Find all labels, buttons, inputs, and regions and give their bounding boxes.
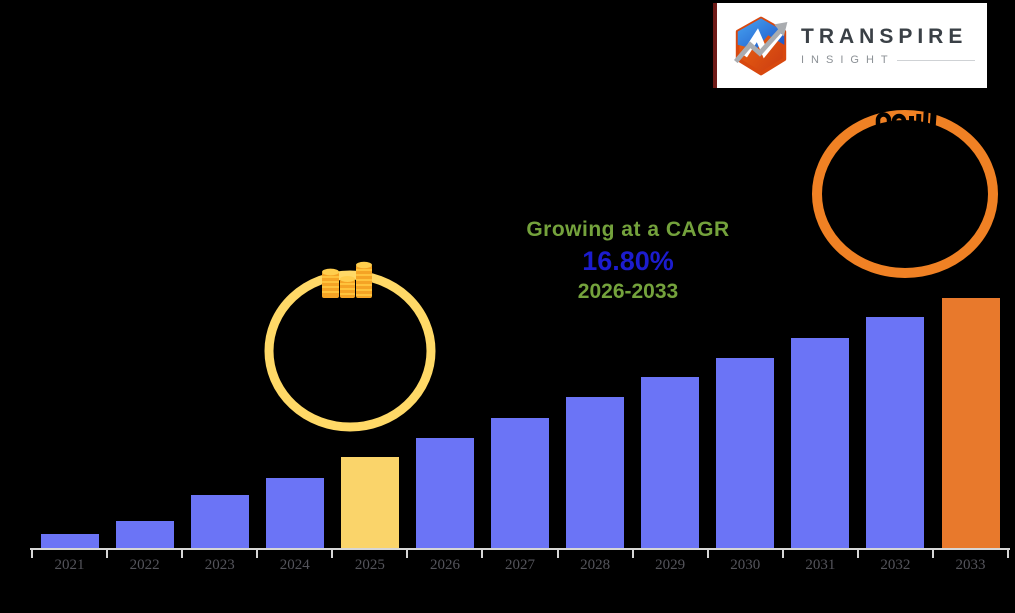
x-tick-label-2031: 2031 (805, 557, 836, 573)
x-tick-label-2023: 2023 (204, 557, 235, 573)
x-axis-tick (931, 550, 934, 558)
bar-2023 (190, 495, 249, 548)
cagr-value: 16.80% (582, 246, 674, 276)
x-axis-tick (31, 550, 33, 558)
logo-wordmark: TRANSPIRE INSIGHT (801, 25, 975, 66)
cagr-period: 2026-2033 (577, 280, 679, 303)
x-axis-tick (481, 550, 484, 558)
x-axis-tick (106, 550, 109, 558)
bar-2021 (40, 534, 99, 548)
x-tick-label-2024: 2024 (279, 557, 310, 573)
hexagon-growth-arrow-icon (733, 16, 788, 75)
x-axis-tick (1007, 550, 1010, 558)
x-axis-tick (556, 550, 559, 558)
bar-2030 (716, 358, 775, 548)
x-tick-label-2027: 2027 (505, 557, 536, 573)
x-tick-label-2030: 2030 (730, 557, 761, 573)
x-axis-tick (856, 550, 859, 558)
x-tick-label-2029: 2029 (655, 557, 686, 573)
x-tick-label-2032: 2032 (880, 557, 911, 573)
brand-name: TRANSPIRE (801, 24, 968, 48)
text-artifact-glyph: n (405, 336, 418, 359)
highlight-ring-2033 (812, 110, 998, 278)
brand-subname: INSIGHT (801, 54, 895, 67)
x-tick-label-2025: 2025 (354, 557, 385, 573)
bar-2024 (265, 478, 324, 548)
highlight-ring-2025 (264, 270, 436, 432)
cagr-label: Growing at a CAGR (526, 218, 730, 241)
cagr-annotation: Growing at a CAGR 16.80% 2026-2033 (508, 218, 748, 304)
x-axis-line (30, 548, 1010, 550)
x-axis-tick (631, 550, 634, 558)
x-axis-tick (706, 550, 709, 558)
bar-2027 (491, 418, 550, 548)
bar-2029 (641, 377, 700, 548)
x-tick-label-2028: 2028 (580, 557, 611, 573)
x-axis-tick (256, 550, 259, 558)
transpire-insight-logo: TRANSPIRE INSIGHT (713, 3, 987, 88)
bar-2031 (791, 338, 850, 548)
bar-2026 (415, 438, 474, 548)
x-tick-label-2021: 2021 (54, 557, 85, 573)
x-tick-label-2022: 2022 (129, 557, 160, 573)
bar-2022 (115, 521, 174, 548)
x-tick-label-2033: 2033 (955, 557, 986, 573)
x-axis-tick (181, 550, 184, 558)
bar-2025 (340, 457, 399, 548)
x-tick-label-2026: 2026 (429, 557, 460, 573)
growth-bars-icon (875, 109, 937, 134)
logo-rule (896, 59, 975, 61)
x-axis-tick (406, 550, 409, 558)
coins-stack-icon (322, 261, 372, 298)
bar-2032 (866, 317, 925, 548)
x-axis-tick (331, 550, 334, 558)
x-axis-tick (781, 550, 784, 558)
logo-left-edge-strip (713, 3, 717, 88)
bar-2033 (941, 298, 1000, 548)
bar-2028 (566, 397, 625, 548)
